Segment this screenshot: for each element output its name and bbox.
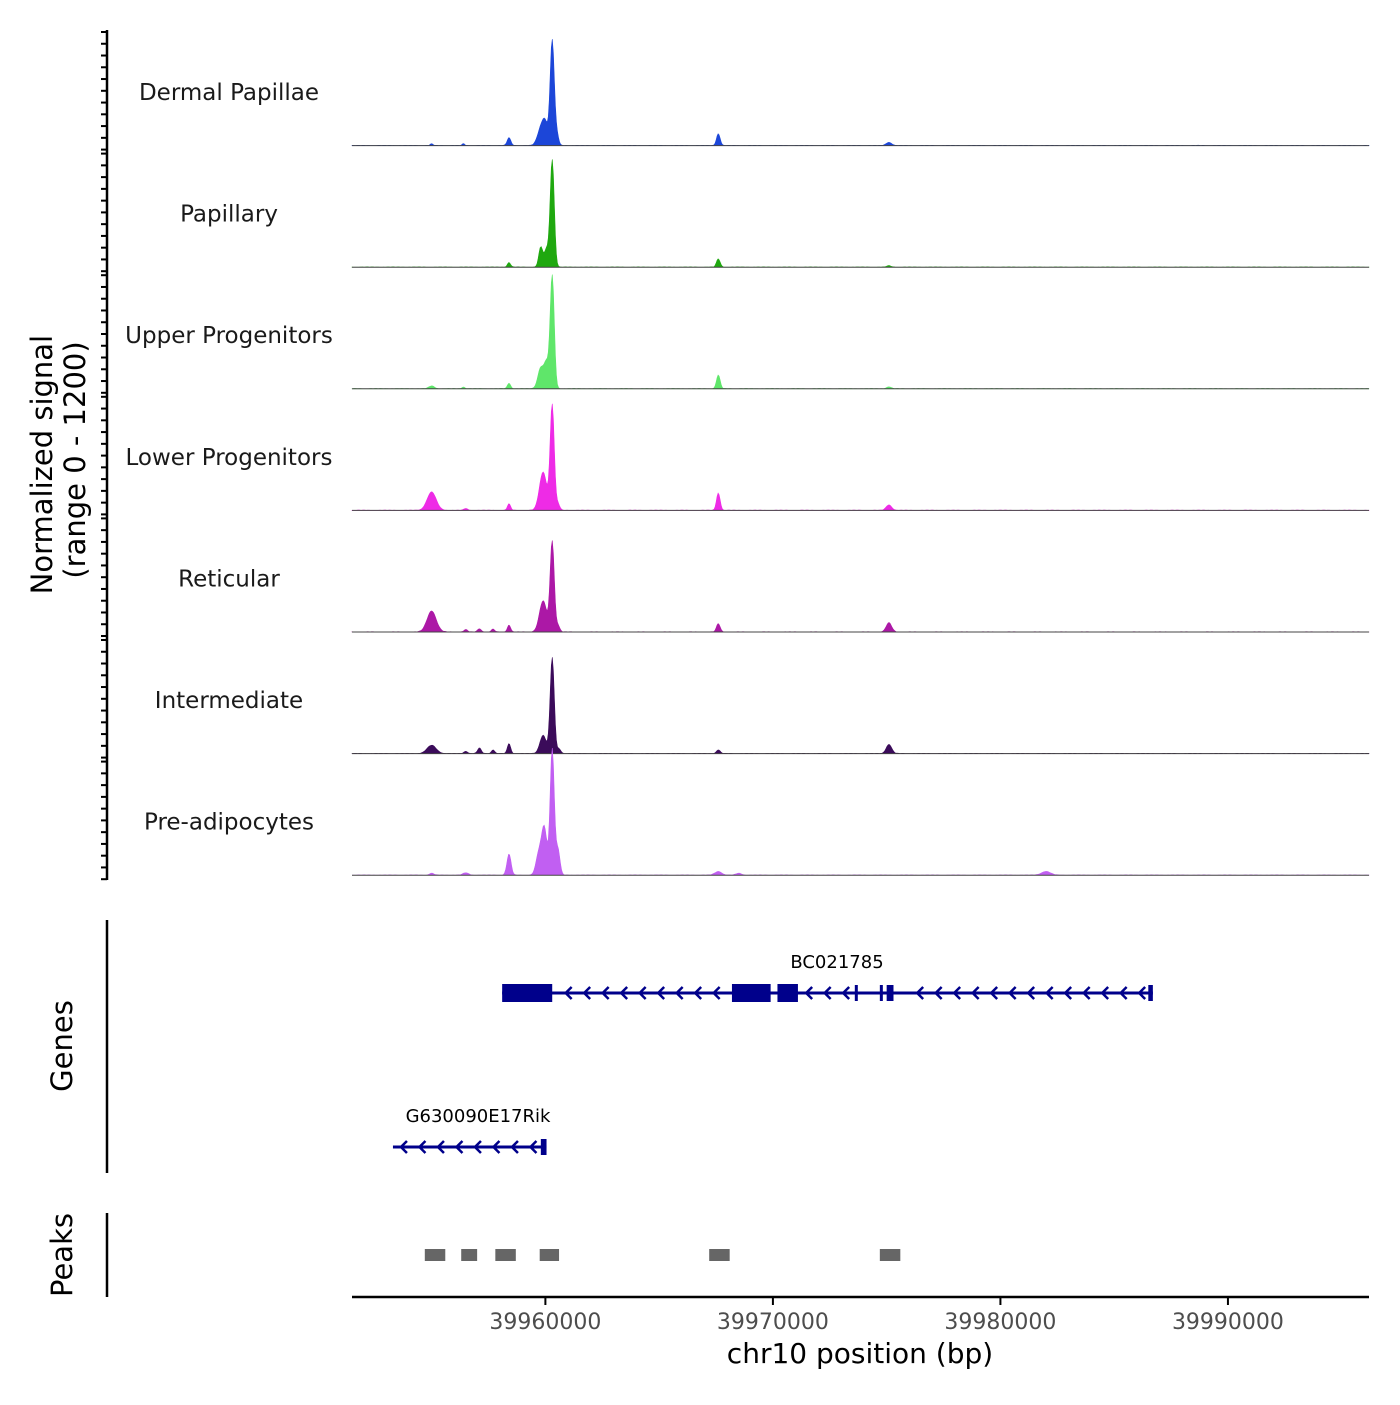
coverage-y-ticks	[101, 31, 107, 881]
strand-arrow	[970, 986, 980, 1000]
strand-arrow	[674, 986, 684, 1000]
signal-reticular	[351, 540, 1370, 633]
strand-arrow	[952, 986, 962, 1000]
strand-arrow	[600, 986, 610, 1000]
exon-bc021785	[879, 985, 883, 1001]
coverage-y-label-line1: Normalized signal	[25, 335, 59, 594]
peaks-track-label: Peaks	[45, 1213, 79, 1297]
peak-region	[461, 1249, 478, 1261]
strand-arrow	[1044, 986, 1054, 1000]
signal-lower-progenitors	[351, 403, 1370, 511]
x-axis-label: chr10 position (bp)	[727, 1337, 993, 1370]
strand-arrow	[841, 986, 851, 1000]
strand-arrow	[582, 986, 592, 1000]
strand-arrow	[693, 986, 703, 1000]
strand-arrow	[619, 986, 629, 1000]
strand-arrow	[1081, 986, 1091, 1000]
signal-upper-progenitors	[351, 274, 1370, 390]
peak-region	[709, 1249, 730, 1261]
strand-arrow	[933, 986, 943, 1000]
strand-arrow	[804, 986, 814, 1000]
strand-arrow	[656, 986, 666, 1000]
strand-arrow	[989, 986, 999, 1000]
track-label-intermediate: Intermediate	[155, 688, 303, 714]
genes-track-label: Genes	[45, 1000, 79, 1092]
strand-arrow	[711, 986, 721, 1000]
exon-bc021785	[731, 984, 771, 1002]
strand-arrow	[528, 1140, 538, 1154]
signal-papillary	[351, 159, 1370, 268]
strand-arrow	[491, 1140, 501, 1154]
peak-regions	[424, 1249, 901, 1261]
peak-region	[879, 1249, 901, 1261]
track-label-dermal-papillae: Dermal Papillae	[139, 80, 319, 106]
strand-arrow	[1137, 986, 1147, 1000]
strand-arrow	[637, 986, 647, 1000]
exon-bc021785	[777, 984, 798, 1002]
exon-bc021785	[886, 985, 894, 1001]
coverage-y-label: Normalized signal (range 0 - 1200)	[25, 326, 92, 595]
exon-bc021785	[1148, 985, 1153, 1001]
strand-arrow	[473, 1140, 482, 1154]
track-label-lower-progenitors: Lower Progenitors	[126, 445, 333, 471]
strand-arrow	[915, 986, 925, 1000]
track-label-pre-adipocytes: Pre-adipocytes	[144, 810, 314, 836]
strand-arrow	[417, 1140, 427, 1154]
x-tick-label: 39980000	[944, 1310, 1056, 1335]
coverage-y-label-line2: (range 0 - 1200)	[58, 341, 92, 578]
gene-models: BC021785 G630090E17Rik	[392, 952, 1153, 1155]
strand-arrow	[510, 1140, 519, 1154]
peak-region	[424, 1249, 446, 1261]
track-label-papillary: Papillary	[180, 202, 278, 228]
exon-g630090e17rik	[540, 1139, 547, 1155]
x-tick-label: 39970000	[717, 1310, 829, 1335]
strand-arrow	[436, 1140, 445, 1154]
exon-bc021785	[502, 984, 553, 1002]
gene-label-g630090e17rik: G630090E17Rik	[406, 1106, 551, 1127]
x-tick-label: 39990000	[1172, 1310, 1284, 1335]
x-tick-label: 39960000	[489, 1310, 601, 1335]
signal-pre-adipocytes	[351, 748, 1370, 876]
gene-label-bc021785: BC021785	[790, 952, 883, 973]
signal-dermal-papillae	[351, 39, 1370, 146]
exon-bc021785	[854, 985, 858, 1001]
track-label-reticular: Reticular	[178, 566, 280, 592]
track-label-upper-progenitors: Upper Progenitors	[125, 323, 333, 349]
strand-arrow	[1007, 986, 1017, 1000]
strand-arrow	[1100, 986, 1110, 1000]
peak-region	[539, 1249, 560, 1261]
x-axis-ticks: 39960000 39970000 39980000 39990000	[489, 1297, 1284, 1335]
coverage-tracks: Dermal Papillae Papillary Upper Progenitor…	[125, 39, 1370, 876]
peak-region	[495, 1249, 516, 1261]
strand-arrow	[399, 1140, 408, 1154]
strand-arrow	[1063, 986, 1073, 1000]
strand-arrow	[563, 986, 573, 1000]
strand-arrow	[1026, 986, 1036, 1000]
strand-arrow	[454, 1140, 464, 1154]
signal-intermediate	[351, 657, 1370, 754]
strand-arrow	[1118, 986, 1128, 1000]
strand-arrow	[822, 986, 832, 1000]
